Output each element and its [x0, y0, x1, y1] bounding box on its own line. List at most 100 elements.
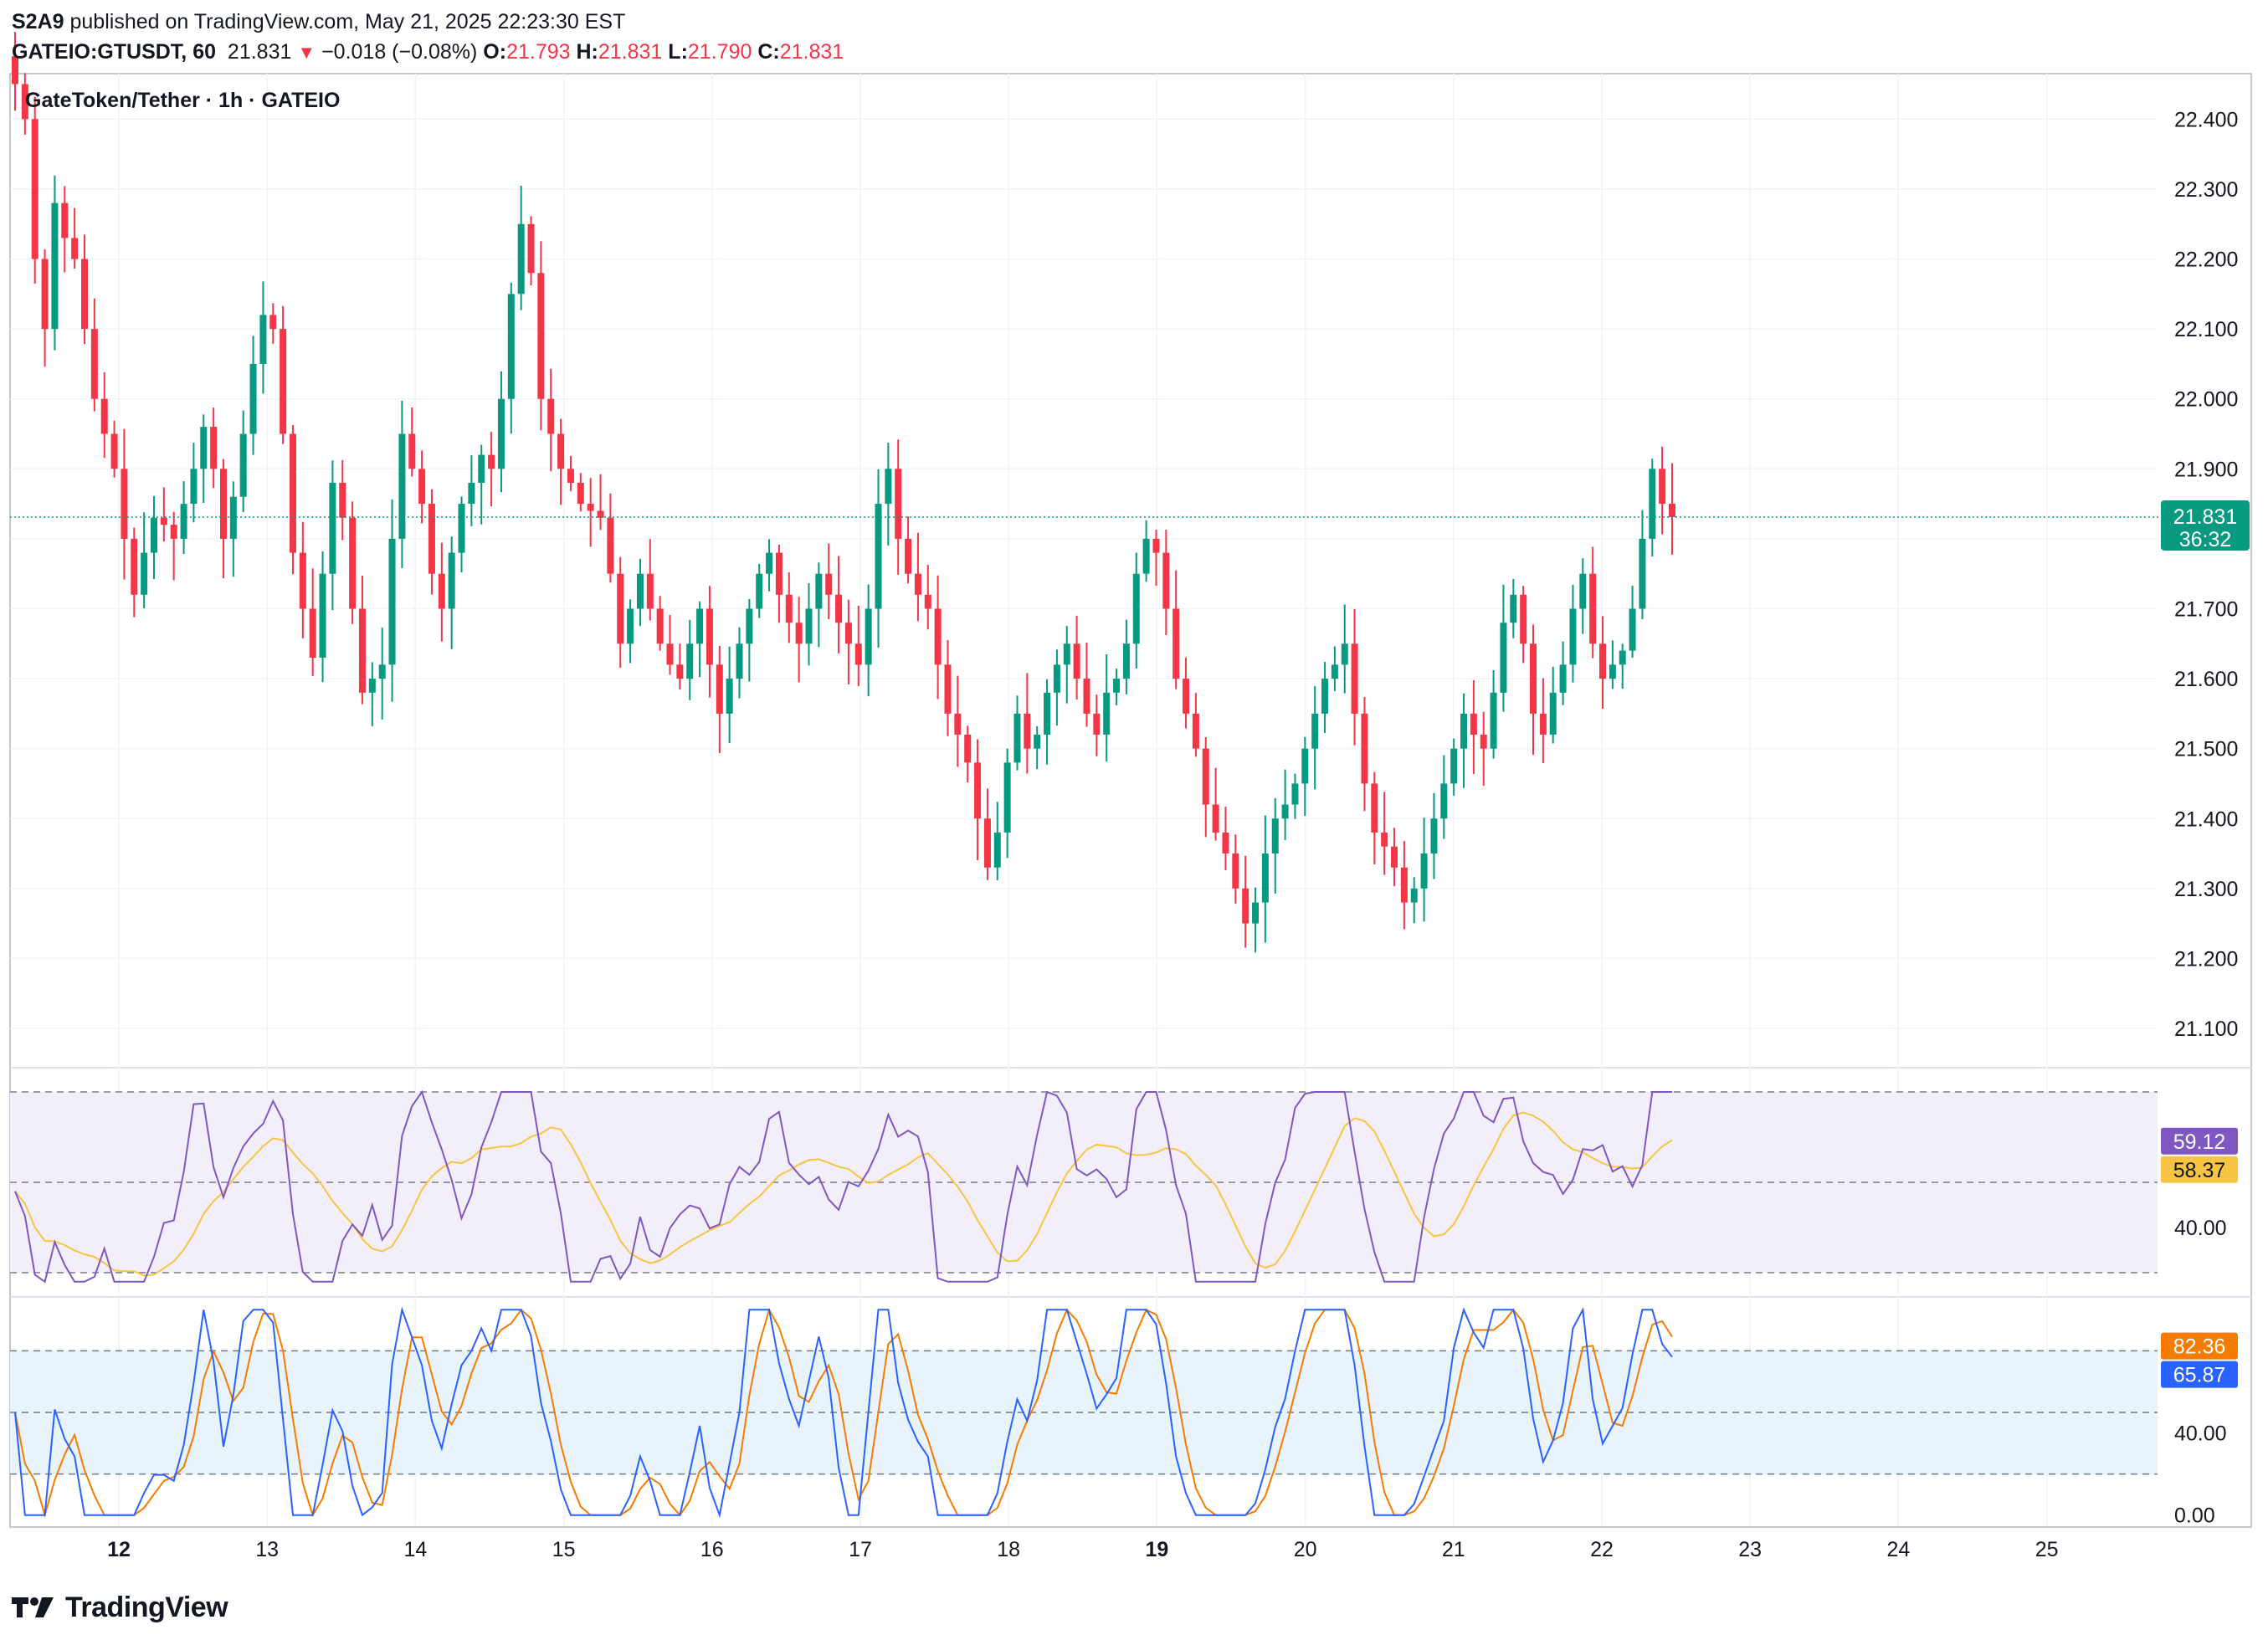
candle-body	[1599, 643, 1607, 679]
candle-body	[269, 315, 277, 330]
stoch-k-badge-value: 65.87	[2173, 1364, 2226, 1387]
symbol-label[interactable]: GATEIO:GTUSDT, 60	[12, 40, 217, 64]
candle-body	[815, 573, 823, 609]
price-tick-label: 22.400	[2174, 108, 2238, 131]
candle-body	[785, 594, 793, 623]
open-value: 21.793	[506, 40, 571, 64]
ohlc-line: GATEIO:GTUSDT, 60 21.831 ▼ −0.018 (−0.08…	[12, 40, 844, 64]
candle-body	[617, 573, 624, 644]
price-tick-label: 21.200	[2174, 947, 2238, 971]
candle-body	[1619, 650, 1626, 665]
candle-body	[895, 469, 902, 539]
candle-body	[547, 398, 555, 434]
candle-body	[180, 504, 187, 539]
stoch-d-badge-value: 82.36	[2173, 1335, 2226, 1359]
high-label: H:	[576, 40, 598, 64]
candle-body	[875, 504, 882, 609]
candle-body	[1351, 643, 1358, 714]
legend-title: GateToken/Tether · 1h · GATEIO	[25, 89, 340, 112]
candle-body	[280, 329, 287, 434]
candle-body	[31, 119, 38, 259]
price-tick-label: 21.700	[2174, 597, 2238, 621]
candle-body	[1470, 713, 1477, 735]
candle-body	[1361, 713, 1368, 784]
candle-body	[110, 433, 118, 469]
candle-body	[200, 427, 208, 469]
x-tick-label: 23	[1738, 1538, 1762, 1561]
close-value: 21.831	[779, 40, 844, 64]
candle-body	[1183, 679, 1190, 714]
candle-body	[1013, 713, 1021, 763]
rsi-tick-label: 40.00	[2174, 1217, 2227, 1240]
stoch-k-line	[14, 1306, 1673, 1519]
candle-body	[438, 573, 445, 609]
candle-body	[1659, 469, 1666, 505]
candle-body	[1450, 748, 1458, 784]
candle-body	[885, 469, 892, 505]
candle-body	[1212, 804, 1219, 833]
x-tick-label: 14	[403, 1538, 427, 1561]
candle-body	[1530, 643, 1537, 714]
candle-body	[696, 608, 704, 644]
candle-body	[1024, 713, 1031, 749]
candle-body	[1629, 608, 1636, 651]
candle-body	[825, 573, 833, 595]
candle-body	[368, 679, 376, 693]
candle-body	[1192, 713, 1199, 749]
candle-body	[1172, 608, 1180, 679]
x-tick-label: 16	[700, 1538, 724, 1561]
price-tick-label: 22.200	[2174, 249, 2238, 272]
candle-body	[1569, 608, 1577, 665]
bar-countdown: 36:32	[2179, 528, 2232, 551]
candle-body	[289, 433, 296, 553]
candle-body	[1321, 679, 1329, 714]
candle-body	[141, 552, 148, 595]
candle-body	[458, 504, 465, 553]
candle-body	[1232, 853, 1239, 889]
candle-body	[1252, 902, 1260, 924]
candle-body	[587, 504, 594, 511]
candle-body	[51, 202, 59, 330]
candle-body	[309, 608, 316, 658]
rsi-line	[14, 1089, 1672, 1284]
price-tick-label: 21.400	[2174, 807, 2238, 831]
candle-body	[567, 469, 574, 484]
candle-body	[339, 483, 346, 518]
candle-body	[1579, 573, 1587, 609]
x-tick-label: 12	[107, 1538, 131, 1561]
candle-body	[249, 363, 257, 434]
x-tick-label: 20	[1294, 1538, 1317, 1561]
footer-brand[interactable]: TradingView	[10, 1590, 228, 1625]
candle-body	[1301, 748, 1309, 784]
candle-body	[160, 517, 167, 525]
publisher-name[interactable]: S2A9	[12, 10, 64, 33]
candle-body	[627, 608, 634, 644]
candle-body	[934, 608, 942, 665]
footer-brand-text: TradingView	[65, 1591, 228, 1623]
x-tick-label: 21	[1442, 1538, 1465, 1561]
candle-body	[1103, 692, 1111, 735]
candle-body	[319, 573, 326, 658]
candle-body	[1132, 573, 1140, 644]
candle-body	[537, 273, 545, 399]
candle-body	[448, 552, 455, 609]
candle-body	[1034, 734, 1041, 749]
candle-body	[1063, 643, 1070, 665]
candle-body	[646, 573, 654, 609]
candle-body	[131, 538, 138, 595]
candle-body	[944, 664, 952, 714]
price-change: −0.018 (−0.08%)	[321, 40, 478, 64]
candle-body	[1311, 713, 1319, 749]
price-tick-label: 22.000	[2174, 388, 2238, 412]
candle-body	[844, 623, 852, 644]
price-tick-label: 22.100	[2174, 318, 2238, 341]
x-tick-label: 17	[849, 1538, 872, 1561]
candle-body	[90, 329, 98, 399]
candle-body	[41, 259, 49, 330]
candle-body	[1539, 713, 1547, 735]
high-value: 21.831	[598, 40, 663, 64]
candle-body	[1371, 783, 1378, 833]
candle-body	[1202, 748, 1209, 805]
candle-body	[756, 573, 763, 609]
